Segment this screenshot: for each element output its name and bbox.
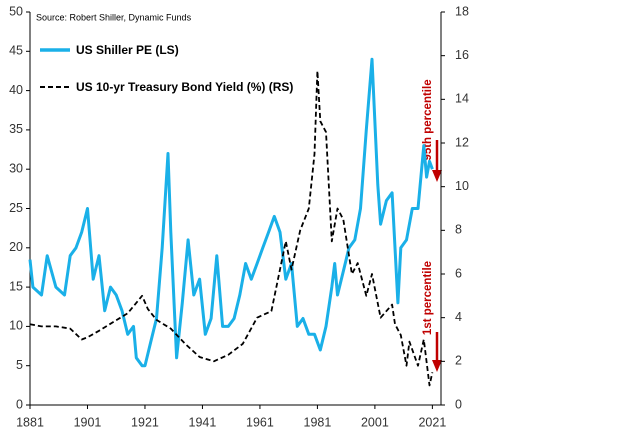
y-tick-label: 15 [9, 279, 23, 293]
y2-tick-label: 14 [455, 92, 469, 106]
x-tick-label: 1961 [246, 415, 274, 429]
y-tick-label: 40 [9, 83, 23, 97]
y-tick-label: 20 [9, 240, 23, 254]
y2-tick-label: 0 [455, 397, 462, 411]
y-tick-label: 35 [9, 122, 23, 136]
y-tick-label: 30 [9, 161, 23, 175]
arrow-head [432, 170, 442, 182]
y2-tick-label: 10 [455, 179, 469, 193]
y-tick-label: 25 [9, 201, 23, 215]
y-tick-label: 45 [9, 44, 23, 58]
source: Source: Robert Shiller, Dynamic Funds [36, 12, 192, 22]
x-tick-label: 1941 [189, 415, 217, 429]
y2-tick-label: 16 [455, 48, 469, 62]
series-line [28, 57, 434, 368]
y-tick-label: 5 [16, 358, 23, 372]
y2-tick-label: 8 [455, 223, 462, 237]
x-tick-label: 1881 [16, 415, 44, 429]
annotation: 1st percentile [422, 261, 434, 335]
y2-tick-label: 12 [455, 135, 469, 149]
y2-tick-label: 2 [455, 354, 462, 368]
x-tick-label: 1901 [74, 415, 102, 429]
y-tick-label: 10 [9, 319, 23, 333]
x-tick-label: 2001 [361, 415, 389, 429]
series-line [29, 70, 434, 387]
x-tick-label: 1921 [131, 415, 159, 429]
x-tick-label: 2021 [418, 415, 446, 429]
y2-tick-label: 6 [455, 266, 462, 280]
y2-tick-label: 4 [455, 310, 462, 324]
legend-label: US Shiller PE (LS) [76, 43, 179, 57]
y2-tick-label: 18 [455, 4, 469, 18]
y-tick-label: 0 [16, 397, 23, 411]
y-tick-label: 50 [9, 4, 23, 18]
arrow-head [432, 360, 442, 372]
x-tick-label: 1981 [304, 415, 332, 429]
legend-label: US 10-yr Treasury Bond Yield (%) (RS) [76, 80, 293, 94]
annotation: 95th percentile [422, 79, 434, 160]
